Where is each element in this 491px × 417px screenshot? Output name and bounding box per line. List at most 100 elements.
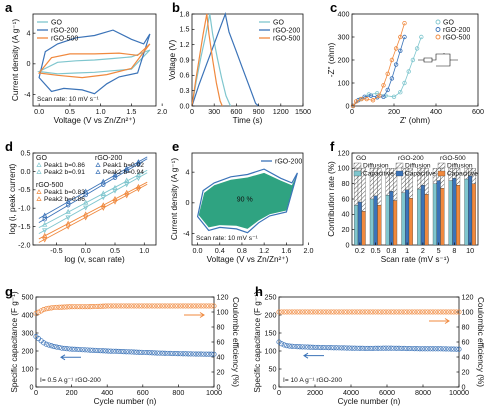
x-axis-label: log (v, scan rate) <box>64 255 125 264</box>
panel-label: c <box>330 0 337 15</box>
x-tick-label: 0.2 <box>355 246 365 255</box>
data-point-GO Peak2 <box>124 182 130 188</box>
specific-capacitance-point <box>422 346 428 352</box>
specific-capacitance-point <box>412 346 418 352</box>
y-tick-label: 100 <box>338 78 350 87</box>
coulombic-efficiency-point <box>367 309 373 315</box>
specific-capacitance-point <box>195 351 202 357</box>
y-tick-label: -4 <box>183 229 189 238</box>
nyquist-point-rGO-500 <box>398 34 403 40</box>
specific-capacitance-point <box>46 342 52 348</box>
coulombic-efficiency-point <box>146 303 153 309</box>
arrow-right-icon <box>184 312 205 318</box>
specific-capacitance-point <box>297 344 303 350</box>
data-point-rGO-200 Peak2 <box>136 161 141 167</box>
capacitive-bar-rGO-200 <box>468 175 473 246</box>
nyquist-point-rGO-500 <box>359 96 364 102</box>
specific-capacitance-point <box>425 346 431 352</box>
coulombic-efficiency-point <box>77 304 83 310</box>
coulombic-efficiency-point <box>116 303 122 309</box>
specific-capacitance-point <box>375 345 381 351</box>
x-tick-label: 0 <box>34 388 38 397</box>
legend-rGO-500-marker <box>435 34 441 40</box>
specific-capacitance-point <box>100 348 106 354</box>
coulombic-efficiency-point <box>43 306 49 312</box>
coulombic-efficiency-point <box>401 309 407 315</box>
coulombic-efficiency-point <box>362 309 368 315</box>
coulombic-efficiency-point <box>110 303 116 309</box>
specific-capacitance-point <box>399 345 405 351</box>
legend-group-title: GO <box>36 155 47 162</box>
legend-column-title: GO <box>356 155 366 162</box>
data-point-rGO-500 Peak2 <box>100 205 106 211</box>
coulombic-efficiency-point <box>307 309 313 315</box>
y-tick-label: -0.5 <box>18 185 30 194</box>
x-tick-label: 6000 <box>379 388 395 397</box>
specific-capacitance-point <box>453 346 459 352</box>
coulombic-efficiency-point <box>412 309 418 315</box>
coulombic-efficiency-point <box>126 303 132 309</box>
specific-capacitance-point <box>139 349 145 355</box>
capacitive-bar-GO <box>417 188 422 246</box>
specific-capacitance-point <box>69 346 75 352</box>
data-point-rGO-200 Peak2 <box>83 192 88 198</box>
x-tick-label: 5 <box>437 246 441 255</box>
coulombic-efficiency-point <box>370 309 376 315</box>
x-tick-label: 0 <box>277 388 281 397</box>
specific-capacitance-point <box>323 345 329 351</box>
coulombic-efficiency-point <box>134 303 140 309</box>
plot-area <box>35 296 215 388</box>
legend-rGO-500-label: rGO-500 <box>51 35 78 42</box>
coulombic-efficiency-point <box>333 309 339 315</box>
x-tick-label: 10 <box>466 246 474 255</box>
coulombic-efficiency-point <box>203 303 209 309</box>
data-point-GO Peak1 <box>100 190 106 196</box>
coulombic-efficiency-point <box>82 304 88 310</box>
fit-line-GO Peak2 <box>38 172 148 235</box>
x-axis-label: Cycle number (n) <box>94 397 157 406</box>
legend-GO-label: GO <box>51 19 62 26</box>
x-tick-label: 0.8 <box>386 246 396 255</box>
coulombic-efficiency-point <box>404 309 410 315</box>
y-tick-label: 400 <box>338 9 350 18</box>
x-tick-label: 2.0 <box>157 107 167 116</box>
y-tick-label: 60 <box>342 194 350 203</box>
coulombic-efficiency-point <box>320 309 326 315</box>
specific-capacitance-point <box>362 345 368 351</box>
y-tick-label: 500 <box>22 292 34 301</box>
specific-capacitance-point <box>388 345 394 351</box>
y2-tick-label: 40 <box>217 352 225 361</box>
coulombic-efficiency-point <box>289 309 295 315</box>
gcd-curve-GO <box>191 13 232 107</box>
coulombic-efficiency-point <box>152 303 158 309</box>
y2-tick-label: 20 <box>217 367 225 376</box>
capacitive-bar-GO <box>401 192 406 246</box>
specific-capacitance-point <box>126 349 132 355</box>
scan-rate-annotation: Scan rate: 10 mV s⁻¹ <box>37 96 100 103</box>
coulombic-efficiency-point <box>380 309 386 315</box>
y-tick-label: 0 <box>186 198 190 207</box>
nyquist-point-GO <box>419 34 424 40</box>
coulombic-efficiency-point <box>201 303 207 309</box>
specific-capacitance-point <box>365 345 371 352</box>
coulombic-efficiency-point <box>419 309 426 315</box>
nyquist-point-GO <box>391 94 397 99</box>
x-tick-label: 0.0 <box>193 246 203 255</box>
coulombic-efficiency-point <box>336 309 342 315</box>
coulombic-efficiency-point <box>131 303 137 309</box>
specific-capacitance-point <box>201 351 207 357</box>
y-tick-label: 1.8 <box>180 9 190 18</box>
specific-capacitance-point <box>315 344 321 351</box>
coulombic-efficiency-point <box>92 303 98 310</box>
coulombic-efficiency-point <box>206 303 212 309</box>
specific-capacitance-point <box>401 345 407 352</box>
y-tick-label: 0.3 <box>180 86 190 95</box>
legend-entry: Peak1 b=0.92 <box>103 162 144 169</box>
specific-capacitance-point <box>43 341 49 347</box>
y2-tick-label: 120 <box>462 292 474 301</box>
specific-capacitance-point <box>183 351 189 357</box>
y-tick-label: 0 <box>346 240 350 249</box>
y-tick-label: 0 <box>273 382 277 391</box>
nyquist-point-rGO-200 <box>381 94 386 99</box>
specific-capacitance-point <box>103 348 109 354</box>
